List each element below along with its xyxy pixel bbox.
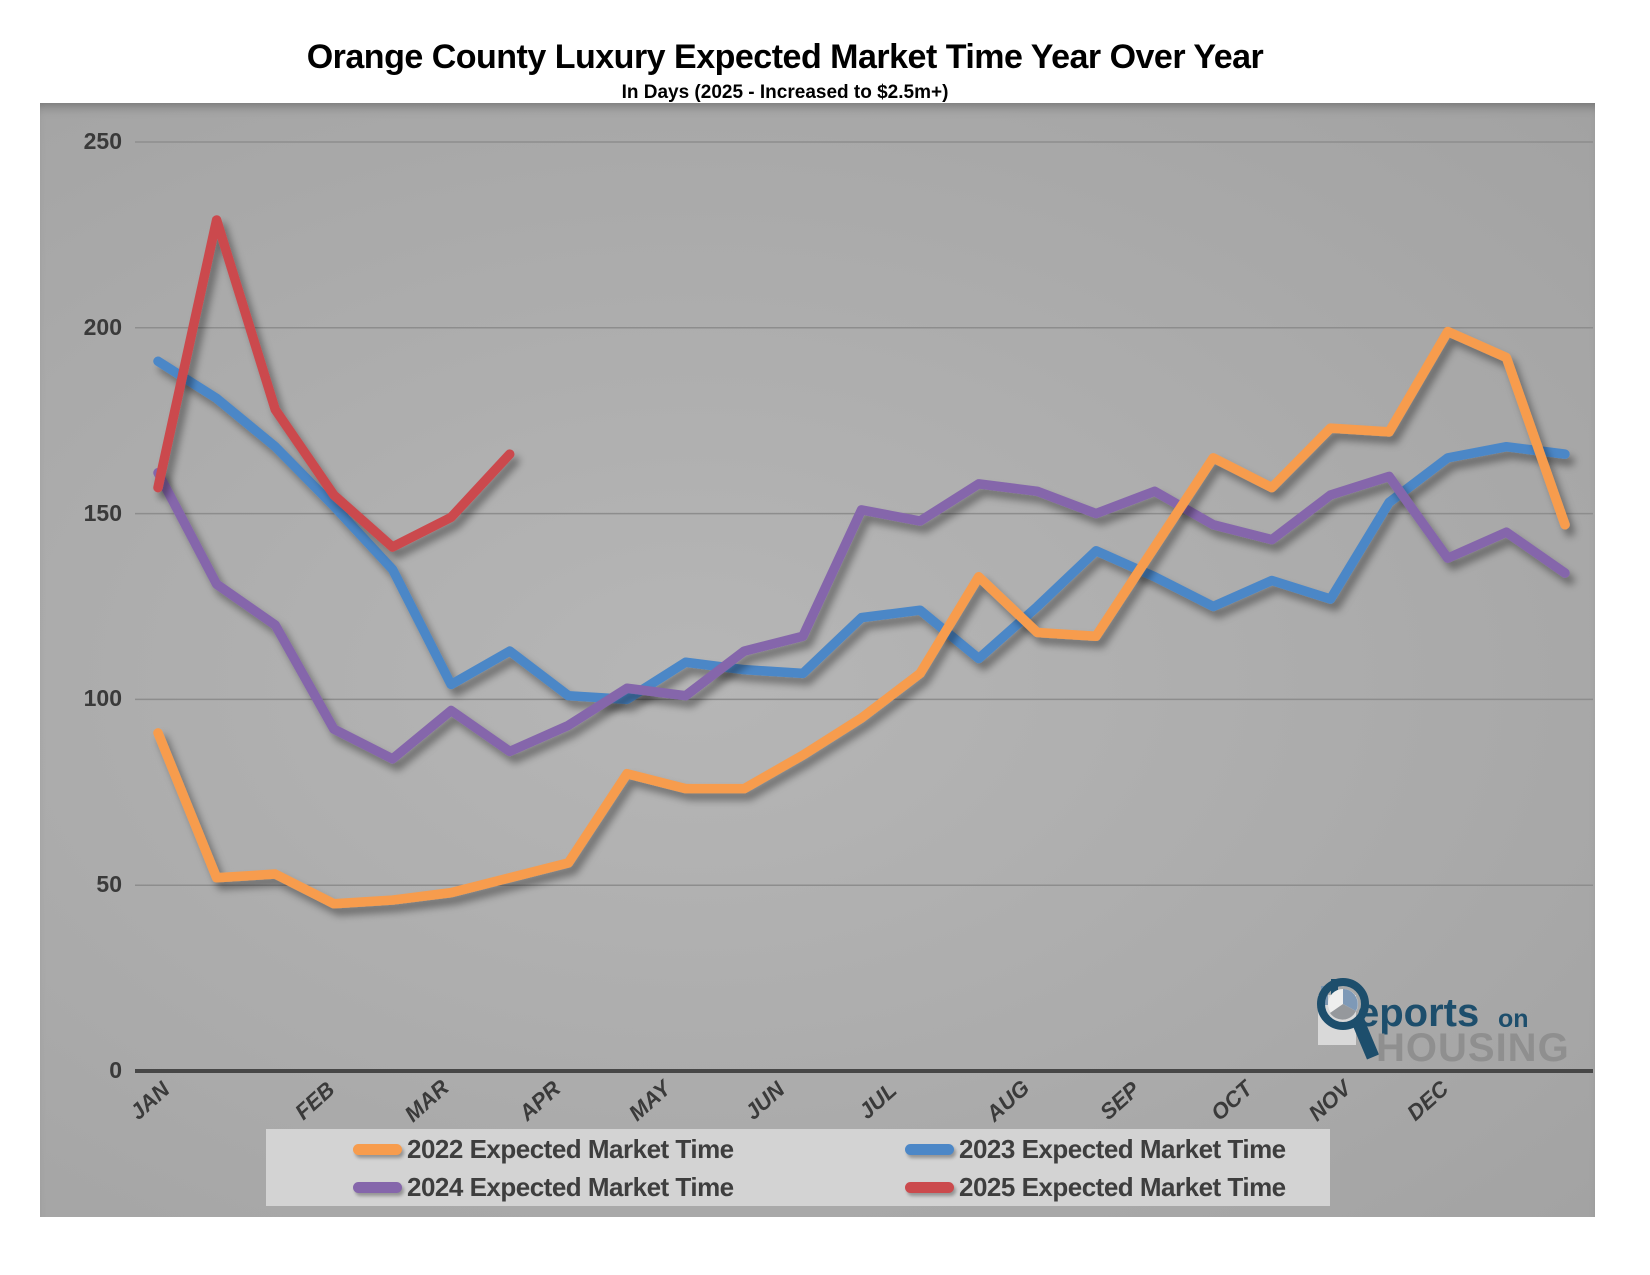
legend-item-2024: 2024 Expected Market Time (353, 1172, 734, 1202)
series-lines (153, 215, 1570, 909)
legend-swatch-2023 (905, 1143, 954, 1155)
gridlines (135, 141, 1593, 1073)
y-axis-tick-label-100: 100 (83, 685, 122, 712)
legend-swatch-2025 (905, 1181, 954, 1193)
y-axis-tick-label-200: 200 (83, 313, 122, 340)
chart-subtitle: In Days (2025 - Increased to $2.5m+) (621, 82, 949, 103)
legend-swatch-2024 (353, 1181, 402, 1193)
legend-label-2023: 2023 Expected Market Time (959, 1133, 1286, 1164)
legend-label-2022: 2022 Expected Market Time (407, 1133, 734, 1164)
series-line-2023 (153, 356, 1570, 705)
y-axis-tick-label-0: 0 (109, 1057, 122, 1083)
y-axis-tick-label-250: 250 (83, 128, 122, 154)
y-axis-tick-label-150: 150 (83, 499, 122, 526)
chart-title: Orange County Luxury Expected Market Tim… (306, 38, 1264, 76)
series-line-2022 (153, 326, 1570, 909)
legend-item-2023: 2023 Expected Market Time (905, 1134, 1286, 1164)
logo-text-reports: eports (1357, 991, 1480, 1035)
series-line-2024 (153, 467, 1570, 764)
series-line-2025 (153, 215, 515, 552)
legend-swatch-2022 (353, 1143, 402, 1155)
reports-logo-r-magnifier-icon (1317, 978, 1379, 1060)
legend-item-2022: 2022 Expected Market Time (353, 1134, 734, 1164)
reports-on-housing-logo: eports on HOUSING (1280, 953, 1600, 1075)
y-axis-tick-label-50: 50 (96, 871, 122, 898)
legend-item-2025: 2025 Expected Market Time (905, 1172, 1286, 1202)
legend-label-2025: 2025 Expected Market Time (959, 1171, 1286, 1202)
chart-legend: 2022 Expected Market Time 2023 Expected … (266, 1129, 1330, 1206)
logo-text-housing: HOUSING (1376, 1026, 1570, 1070)
legend-label-2024: 2024 Expected Market Time (407, 1171, 734, 1202)
logo-text-on: on (1498, 1005, 1529, 1033)
